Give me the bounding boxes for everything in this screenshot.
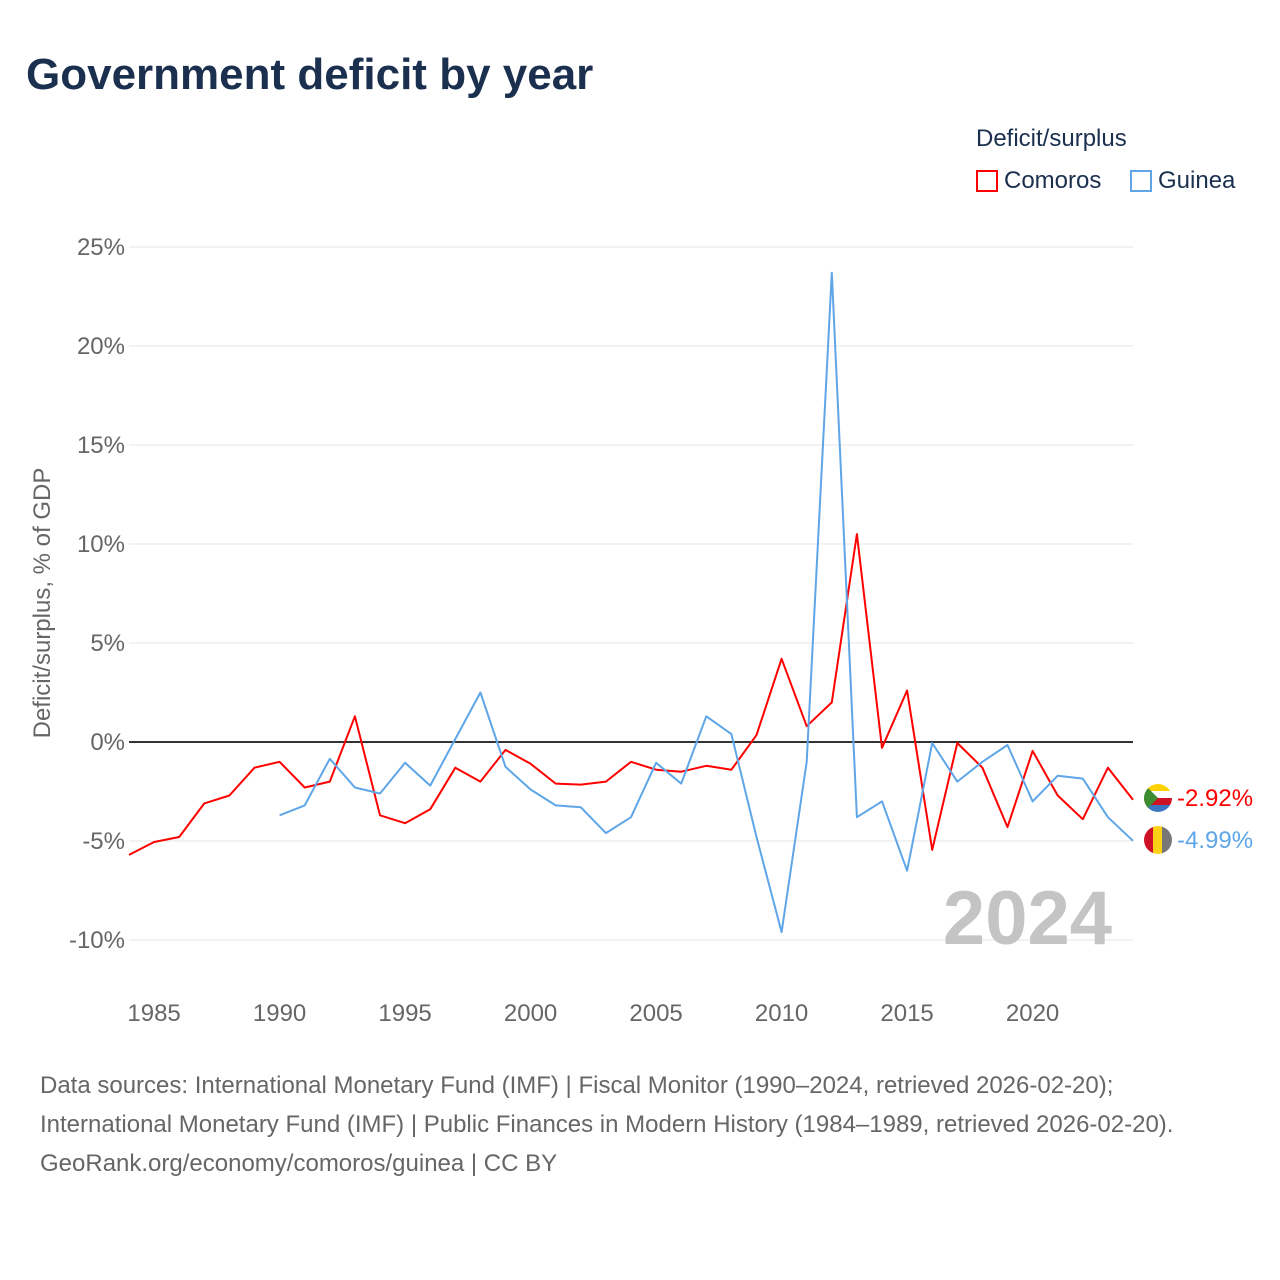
chart-title: Government deficit by year bbox=[26, 50, 594, 99]
y-tick-label: -5% bbox=[82, 828, 125, 855]
x-tick-label: 1985 bbox=[127, 1000, 180, 1027]
y-axis-label: Deficit/surplus, % of GDP bbox=[29, 468, 56, 739]
line-chart: -10% -5% 0% 5% 10% 15% 20% 25% 1985 1990 1995 2000 2… bbox=[29, 234, 1253, 1027]
data-sources-text: Data sources: International Monetary Fun… bbox=[40, 1072, 1174, 1138]
legend-swatch-comoros bbox=[976, 170, 998, 192]
y-tick-label: 0% bbox=[90, 729, 125, 756]
legend-item-comoros[interactable]: Comoros bbox=[976, 167, 1101, 195]
x-tick-label: 2010 bbox=[755, 1000, 808, 1027]
x-tick-label: 2005 bbox=[629, 1000, 682, 1027]
x-tick-label: 1990 bbox=[253, 1000, 306, 1027]
legend-label: Comoros bbox=[1004, 167, 1102, 194]
guinea-end-label: -4.99% bbox=[1177, 827, 1253, 854]
y-tick-label: 10% bbox=[77, 531, 125, 558]
x-tick-label: 2015 bbox=[880, 1000, 933, 1027]
series-line-guinea bbox=[279, 271, 1134, 934]
guinea-flag-icon bbox=[1144, 826, 1172, 854]
sources: Data sources: International Monetary Fun… bbox=[40, 1066, 1240, 1183]
series-line-comoros bbox=[128, 533, 1134, 856]
legend-title: Deficit/surplus bbox=[976, 125, 1127, 152]
y-tick-label: -10% bbox=[69, 927, 125, 954]
y-tick-label: 25% bbox=[77, 234, 125, 261]
legend-swatch-guinea bbox=[1130, 170, 1152, 192]
y-tick-label: 5% bbox=[90, 630, 125, 657]
x-tick-label: 2020 bbox=[1006, 1000, 1059, 1027]
legend-label: Guinea bbox=[1158, 167, 1236, 194]
attribution-link[interactable]: GeoRank.org/economy/comoros/guinea | CC … bbox=[40, 1150, 558, 1177]
legend-item-guinea[interactable]: Guinea bbox=[1130, 167, 1235, 195]
x-tick-label: 2000 bbox=[504, 1000, 557, 1027]
comoros-end-label: -2.92% bbox=[1177, 785, 1253, 812]
x-tick-label: 1995 bbox=[378, 1000, 431, 1027]
y-tick-label: 20% bbox=[77, 333, 125, 360]
year-watermark: 2024 bbox=[943, 876, 1112, 961]
y-tick-label: 15% bbox=[77, 432, 125, 459]
comoros-flag-icon bbox=[1144, 784, 1172, 812]
